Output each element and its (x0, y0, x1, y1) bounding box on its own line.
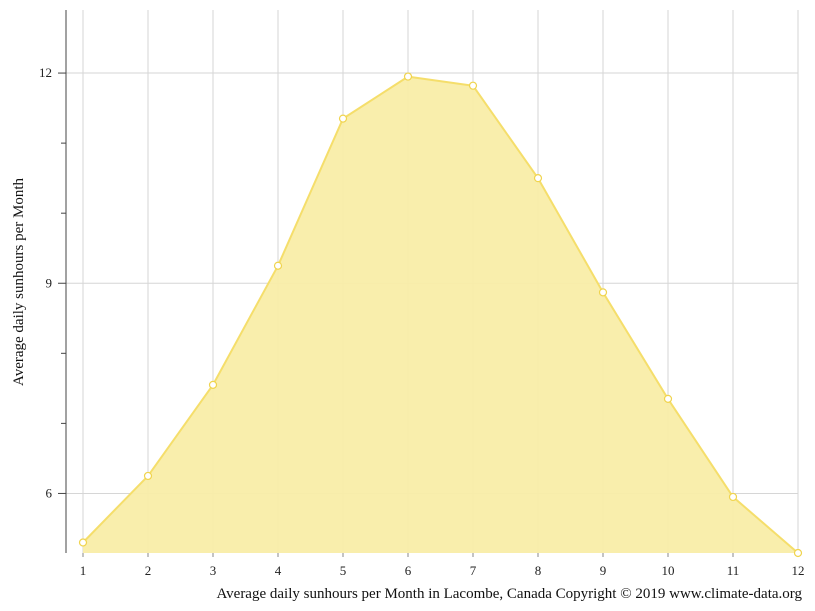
data-point (273, 261, 283, 270)
data-point (468, 81, 478, 90)
x-tick-label: 7 (470, 563, 477, 578)
x-tick-label: 8 (535, 563, 542, 578)
data-point (728, 492, 738, 502)
data-point (208, 380, 218, 389)
data-point (598, 288, 608, 297)
data-point (403, 72, 413, 81)
x-tick-label: 9 (600, 563, 607, 578)
y-tick-label: 12 (39, 65, 52, 80)
x-tick-label: 12 (792, 563, 805, 578)
data-point (78, 538, 88, 547)
data-point (663, 394, 673, 403)
x-tick-label: 6 (405, 563, 412, 578)
data-point (338, 114, 348, 123)
axes (58, 10, 799, 557)
data-point (143, 471, 153, 481)
x-tick-label: 3 (210, 563, 217, 578)
x-tick-label: 11 (727, 563, 740, 578)
chart-caption: Average daily sunhours per Month in Laco… (216, 586, 802, 602)
x-tick-label: 2 (145, 563, 152, 578)
x-tick-label: 5 (340, 563, 347, 578)
x-tick-label: 1 (80, 563, 87, 578)
area-series (82, 75, 799, 554)
data-point (793, 548, 803, 558)
y-tick-label: 6 (46, 485, 53, 500)
y-tick-label: 9 (46, 275, 53, 290)
x-tick-label: 4 (275, 563, 282, 578)
area-fill (83, 76, 798, 553)
data-points (78, 72, 803, 558)
data-point (533, 174, 543, 183)
y-axis-title: Average daily sunhours per Month (11, 178, 27, 387)
x-tick-label: 10 (662, 563, 675, 578)
series-line (82, 75, 799, 554)
